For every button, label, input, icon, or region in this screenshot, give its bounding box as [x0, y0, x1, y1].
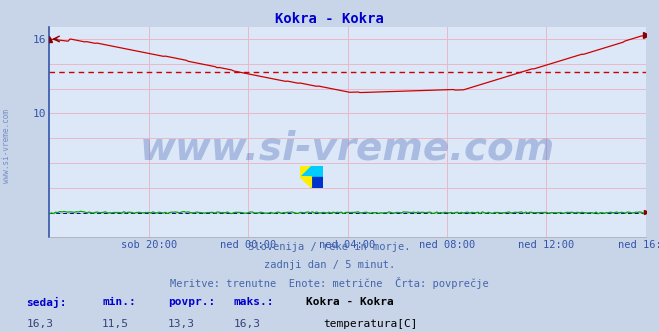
Text: maks.:: maks.: [234, 297, 274, 307]
Text: 11,5: 11,5 [102, 319, 129, 329]
Text: zadnji dan / 5 minut.: zadnji dan / 5 minut. [264, 260, 395, 270]
Text: min.:: min.: [102, 297, 136, 307]
Text: Slovenija / reke in morje.: Slovenija / reke in morje. [248, 242, 411, 252]
Text: temperatura[C]: temperatura[C] [324, 319, 418, 329]
Polygon shape [300, 166, 312, 177]
Text: sedaj:: sedaj: [26, 297, 67, 308]
Bar [300, 166, 312, 177]
Text: 16,3: 16,3 [234, 319, 261, 329]
Polygon shape [300, 177, 312, 188]
Text: Kokra - Kokra: Kokra - Kokra [275, 12, 384, 26]
Text: 16,3: 16,3 [26, 319, 53, 329]
Text: Kokra - Kokra: Kokra - Kokra [306, 297, 394, 307]
Text: povpr.:: povpr.: [168, 297, 215, 307]
Text: www.si-vreme.com: www.si-vreme.com [2, 109, 11, 183]
Text: 13,3: 13,3 [168, 319, 195, 329]
Bar [312, 177, 323, 188]
Bar [312, 166, 323, 177]
Text: www.si-vreme.com: www.si-vreme.com [140, 130, 556, 168]
Text: Meritve: trenutne  Enote: metrične  Črta: povprečje: Meritve: trenutne Enote: metrične Črta: … [170, 277, 489, 289]
